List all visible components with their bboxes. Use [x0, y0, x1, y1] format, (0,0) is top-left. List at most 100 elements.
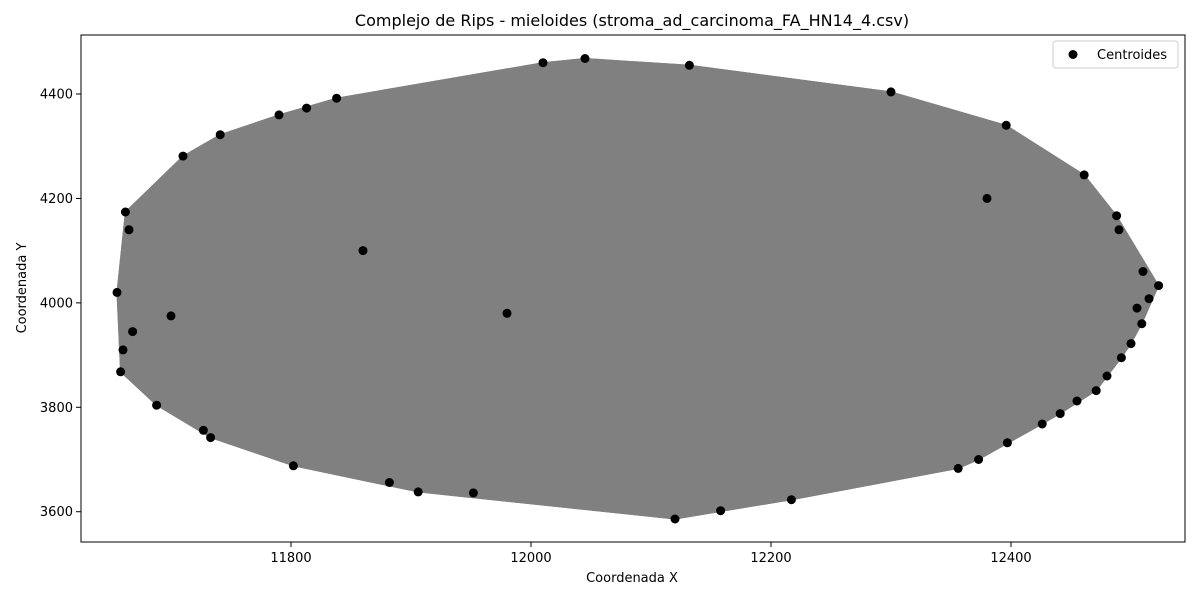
complex-edge [1106, 307, 1138, 377]
legend: Centroides [1052, 40, 1179, 69]
centroid-point [953, 463, 963, 473]
complex-edge [125, 211, 1138, 309]
complex-edge [472, 313, 508, 493]
complex-edge [170, 250, 364, 317]
complex-edge [306, 107, 1120, 231]
complex-edge [389, 307, 1138, 483]
centroid-point [1112, 211, 1122, 221]
complex-edge [336, 97, 1108, 377]
complex-edge [120, 371, 1108, 377]
complex-edge [125, 211, 721, 512]
complex-edge [116, 292, 124, 350]
complex-edge [116, 291, 172, 317]
complex-edge [1116, 215, 1144, 272]
complex-edge [120, 307, 1138, 373]
complex-edge [362, 197, 988, 252]
complex-edge [156, 97, 338, 406]
complex-edge [182, 155, 508, 314]
complex-edge [124, 211, 212, 438]
y-tick-label: 3600 [40, 505, 73, 520]
centroid-point [1138, 267, 1148, 276]
complex-edge [306, 107, 1144, 272]
centroid-point [118, 345, 128, 355]
centroid-point [128, 327, 138, 337]
complex-edge [125, 197, 988, 213]
complex-edge [128, 62, 544, 231]
complex-edge [1076, 307, 1138, 402]
centroid-point [120, 207, 130, 217]
complex-edge [116, 107, 307, 293]
complex-edge [170, 315, 294, 467]
complex-edge [182, 64, 690, 157]
complex-edge [293, 465, 419, 493]
complex-edge [306, 107, 419, 493]
complex-edge [278, 114, 1122, 359]
complex-edge [362, 229, 1120, 252]
complex-edge [336, 97, 1097, 392]
complex-edge [210, 250, 364, 438]
x-tick-label: 11800 [270, 551, 311, 566]
complex-edge [132, 134, 221, 332]
complex-edge [986, 197, 1150, 300]
centroid-point [502, 308, 512, 318]
complex-edge [720, 413, 1061, 512]
centroid-point [166, 311, 176, 321]
complex-edge [278, 114, 1108, 377]
complex-edge [584, 58, 690, 66]
complex-edge [182, 155, 364, 252]
complex-edge [293, 307, 1138, 467]
complex-edge [132, 58, 586, 333]
complex-edge [986, 198, 1122, 359]
complex-edge [125, 211, 1159, 287]
complex-edge [116, 291, 390, 483]
complex-edge [506, 312, 1108, 377]
centroid-point [1114, 225, 1124, 235]
complex-edge [986, 198, 1097, 391]
complex-edge [506, 312, 1078, 402]
complex-edge [132, 312, 508, 333]
complex-edge [336, 98, 419, 493]
complex-edge [791, 307, 1138, 501]
complex-edge [116, 291, 1150, 300]
complex-edge [986, 198, 1008, 443]
complex-edge [674, 510, 721, 520]
complex-edge [336, 97, 1132, 345]
centroid-point [1144, 294, 1154, 304]
complex-edge [506, 307, 1138, 314]
complex-edge [132, 307, 1138, 333]
centroid-point [1126, 339, 1136, 349]
centroid-point [1132, 303, 1142, 313]
complex-edge [1059, 307, 1138, 414]
centroid-point [982, 193, 992, 203]
complex-edge [293, 465, 390, 483]
complex-edge [122, 312, 508, 351]
complex-edge [156, 404, 979, 460]
complex-edge [362, 250, 474, 494]
centroid-point [1091, 386, 1101, 396]
complex-edge [418, 491, 721, 512]
complex-edge [124, 211, 294, 467]
complex-edge [306, 107, 364, 251]
complex-edge [128, 229, 474, 494]
complex-edge [1041, 307, 1138, 425]
complex-edge [689, 64, 1007, 126]
complex-edge [122, 107, 307, 351]
centroid-point [384, 478, 394, 487]
complex-edge [336, 91, 892, 99]
legend-marker [1068, 50, 1078, 59]
centroid-point [1154, 281, 1164, 291]
complex-edge [362, 250, 419, 493]
x-tick-label: 12400 [990, 551, 1031, 566]
complex-edge [506, 229, 1120, 314]
complex-edge [122, 349, 1108, 377]
complex-edge [210, 437, 474, 494]
complex-edge [128, 107, 307, 231]
complex-edge [362, 250, 676, 520]
complex-edge [362, 250, 1122, 359]
centroid-point [332, 93, 342, 103]
complex-edge [389, 215, 1117, 483]
complex-edge [125, 114, 280, 213]
complex-edge [306, 64, 690, 109]
centroid-point [580, 54, 590, 63]
complex-edge [219, 134, 508, 314]
